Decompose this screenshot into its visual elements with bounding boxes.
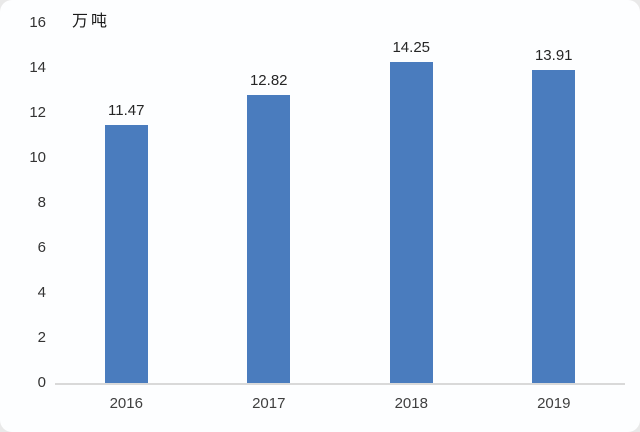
y-tick-label: 6 (37, 239, 46, 256)
x-tick-label: 2017 (252, 395, 286, 412)
y-tick-label: 14 (29, 59, 46, 76)
x-tick-label: 2018 (394, 395, 428, 412)
bar-group: 12.82 (247, 71, 291, 383)
x-tick-label: 2019 (537, 395, 571, 412)
bar-value-label: 14.25 (392, 39, 431, 57)
bar-value-label: 13.91 (534, 47, 573, 64)
bar-2018 (389, 62, 433, 383)
y-axis: 0 2 4 6 8 10 12 14 16 (0, 0, 48, 432)
bar-2016 (104, 124, 148, 383)
bar-group: 13.91 (532, 47, 576, 383)
y-tick-label: 4 (37, 284, 46, 301)
x-axis: 2016 2017 2018 2019 (55, 395, 625, 412)
y-tick-label: 12 (29, 104, 46, 121)
y-tick-label: 2 (37, 329, 46, 346)
y-tick-label: 8 (37, 194, 46, 211)
bar-2017 (247, 94, 291, 383)
plot-area: 11.47 12.82 14.25 13.91 (55, 23, 625, 385)
bar-2019 (532, 70, 576, 383)
y-tick-label: 0 (37, 374, 46, 391)
bar-group: 11.47 (104, 101, 148, 383)
y-tick-label: 10 (29, 149, 46, 166)
y-tick-label: 16 (29, 14, 46, 31)
x-tick-label: 2016 (109, 395, 143, 412)
y-axis-unit-label: 万吨 (72, 13, 111, 30)
bar-group: 14.25 (389, 39, 433, 383)
bar-value-label: 12.82 (249, 71, 288, 89)
bar-value-label: 11.47 (108, 101, 145, 119)
